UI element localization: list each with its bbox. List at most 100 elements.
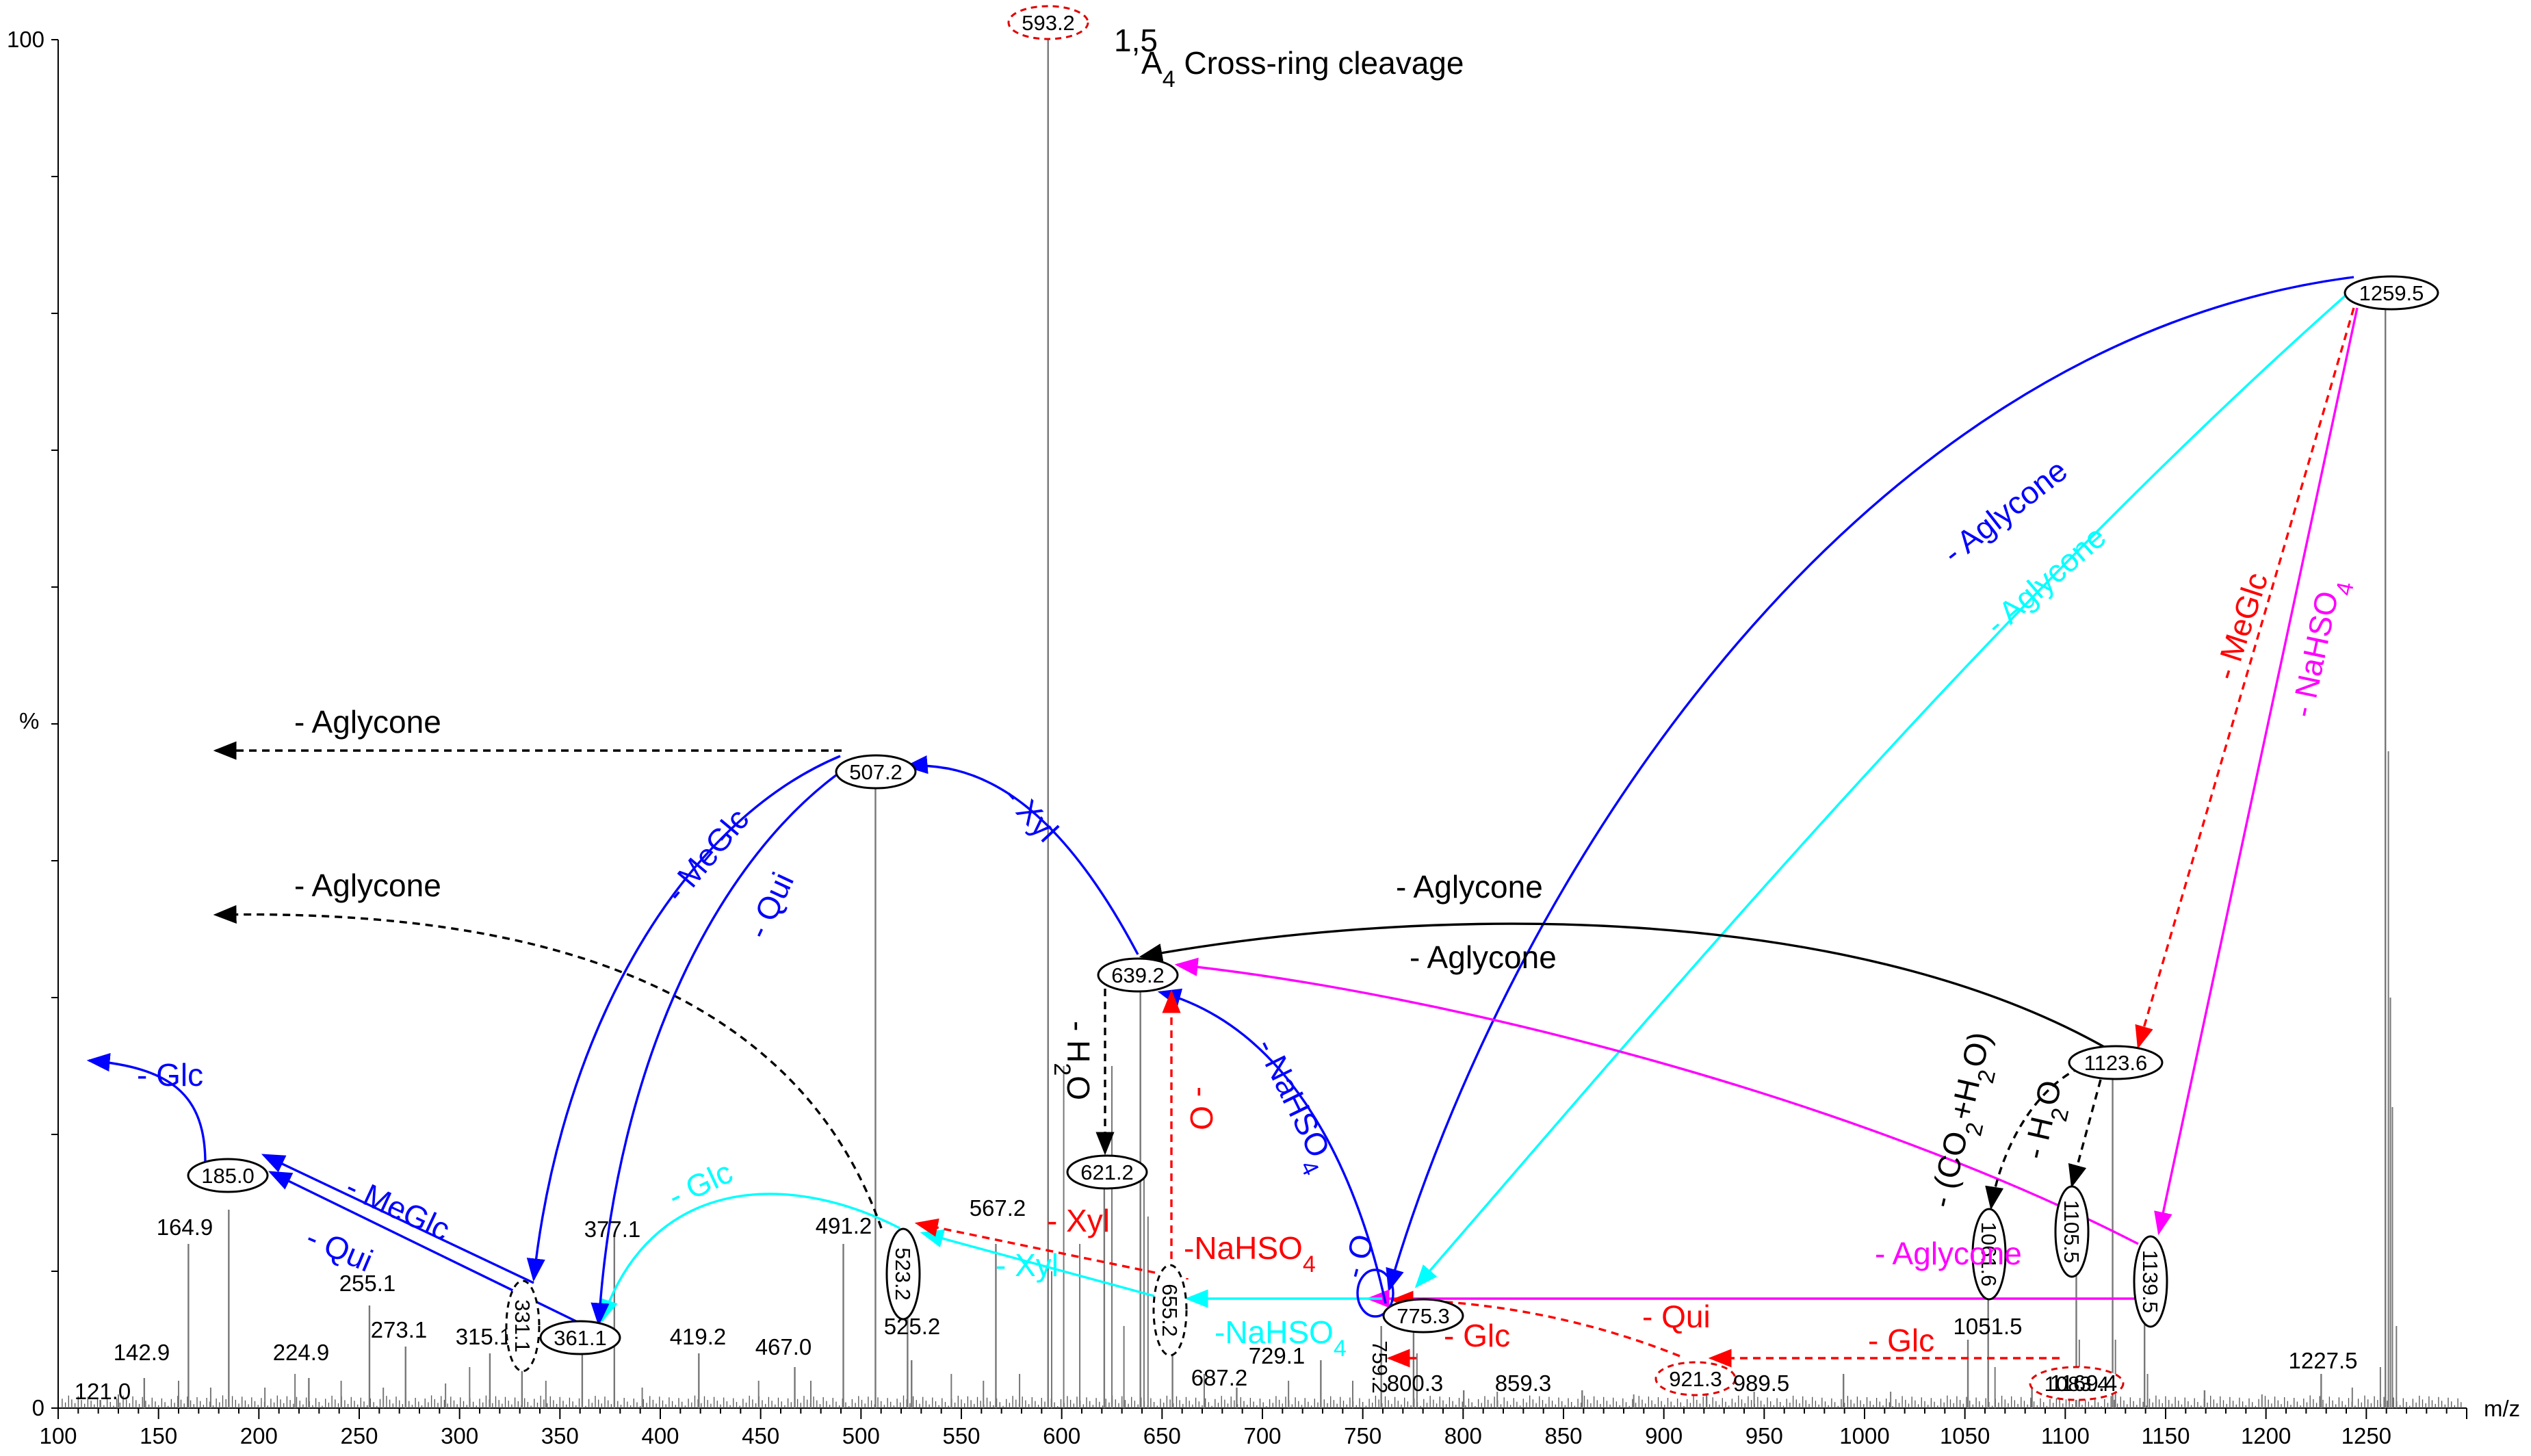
x-tick-label: 350 [541, 1423, 579, 1448]
label-part: - MeGlc [2207, 568, 2274, 684]
arrow-xyl-655-523-cyan [920, 1229, 1157, 1298]
ion-label: 1061.6 [1977, 1222, 2001, 1287]
loss-label-xyl-655-523-cyan: - Xyl [996, 1247, 1059, 1283]
label-part: 4 [1303, 1251, 1316, 1277]
arrow-aglycone-523-left [213, 905, 883, 1229]
label-part: - O [1335, 1230, 1381, 1282]
peak-label-800.3: 800.3 [1387, 1370, 1444, 1396]
ion-ellipse [885, 1227, 921, 1321]
ion-node-759.2: 759.2 [1368, 1340, 1392, 1394]
loss-label-nahso4-775-639: - NaHSO4 [1239, 1032, 1343, 1180]
loss-label-qui-361-185: - Qui [301, 1219, 378, 1279]
y-tick-label: 0 [32, 1395, 44, 1420]
loss-label-meglc-1259-1123: - MeGlc [2207, 568, 2274, 684]
ion-label: 1259.5 [2359, 281, 2424, 305]
label-part: - Aglycone [294, 868, 441, 903]
arrow-xyl-639-507 [904, 755, 1139, 955]
ion-ellipse [1007, 5, 1089, 40]
label-part: O) [1955, 1028, 1997, 1070]
ion-ellipse [2068, 1045, 2164, 1080]
x-tick-label: 1250 [2341, 1423, 2391, 1448]
ion-ellipse [1654, 1361, 1737, 1396]
x-tick-label: 700 [1243, 1423, 1281, 1448]
label-part: - Glc [1444, 1318, 1510, 1353]
arrow-meglc-1259-1123 [2135, 307, 2355, 1050]
label-part: - Xyl [996, 779, 1065, 849]
arrow-o-loop [1356, 1269, 1394, 1318]
arrow-xyl-655-523-red [914, 1218, 1156, 1274]
loss-label-glc-759-775: - Glc [1444, 1318, 1510, 1353]
ion-label: 331.1 [510, 1299, 534, 1353]
ion-ellipse [835, 754, 917, 790]
loss-label-glc-185-left: - Glc [137, 1057, 203, 1093]
ion-label: 1083.4 [2045, 1372, 2110, 1396]
arrow-qui-507-361 [590, 765, 849, 1327]
ion-node-1105.5: 1105.5 [2054, 1185, 2090, 1278]
x-tick-label: 500 [842, 1423, 880, 1448]
label-part: - Aglycone [294, 704, 441, 740]
peak-label-1051.5: 1051.5 [1954, 1314, 2023, 1339]
label-part: O [1061, 1076, 1096, 1100]
arrow-h2o-1123-1105 [2068, 1079, 2102, 1188]
ion-label: 1139.5 [2138, 1250, 2162, 1314]
y-axis-label: % [19, 708, 39, 733]
ion-node-655.2: 655.2 [1152, 1264, 1188, 1357]
ion-node-921.3: 921.3 [1654, 1361, 1737, 1396]
arrow-aglycone-1123-639-black [1139, 922, 2105, 1048]
loss-label-xyl-655-523-red: - Xyl [1047, 1203, 1110, 1238]
x-tick-label: 750 [1344, 1423, 1381, 1448]
ion-node-621.2: 621.2 [1066, 1154, 1148, 1190]
loss-label-qui-921-759: - Qui [1642, 1299, 1711, 1334]
ion-label: 921.3 [1669, 1367, 1722, 1391]
spectrum-peaks [62, 40, 2462, 1408]
peak-label-419.2: 419.2 [670, 1324, 727, 1349]
ion-ellipse [187, 1158, 269, 1193]
label-part: - Aglycone [1396, 869, 1543, 905]
label-part: - Aglycone [1410, 939, 1557, 975]
ion-label: 759.2 [1368, 1340, 1392, 1394]
cross-ring-superscript: 1,5 [1114, 23, 1158, 58]
loss-label-o-775-759: - O [1335, 1230, 1381, 1282]
arrow-aglycone-1259-775-blue [1386, 276, 2354, 1292]
peak-label-1227.5: 1227.5 [2289, 1348, 2358, 1373]
ion-ellipse [1097, 957, 1179, 993]
ion-label: 507.2 [849, 760, 903, 784]
ion-ellipse [2344, 275, 2439, 311]
loss-label-aglycone-523-left: - Aglycone [294, 868, 441, 903]
arrow-glc-185-left [86, 1052, 207, 1164]
peak-label-491.2: 491.2 [816, 1213, 872, 1238]
ion-ellipse [505, 1279, 541, 1373]
peak-label-142.9: 142.9 [114, 1340, 170, 1365]
peak-label-315.1: 315.1 [456, 1324, 512, 1349]
ion-node-185.0: 185.0 [187, 1158, 269, 1193]
x-tick-label: 150 [140, 1423, 177, 1448]
ion-label: 1123.6 [2084, 1051, 2148, 1075]
ion-label: 185.0 [201, 1164, 255, 1188]
label-part: -NaHSO [1184, 1230, 1303, 1266]
ion-ellipse [1066, 1154, 1148, 1190]
loss-label-xyl-639-507: - Xyl [996, 779, 1065, 849]
peak-label-224.9: 224.9 [273, 1340, 330, 1365]
label-part: - (CO [1923, 1128, 1975, 1210]
label-part: - MeGlc [658, 801, 755, 909]
ion-ellipse [1382, 1298, 1464, 1334]
x-tick-label: 250 [340, 1423, 378, 1448]
label-part: - Aglycone [1875, 1236, 2022, 1271]
ion-node-593.2: 593.2 [1007, 5, 1089, 40]
loss-label-aglycone-1139-775-magenta: - Aglycone [1875, 1236, 2022, 1271]
label-part: - O [1184, 1087, 1219, 1130]
x-tick-label: 850 [1544, 1423, 1582, 1448]
x-tick-label: 1050 [1940, 1423, 1990, 1448]
x-tick-label: 400 [641, 1423, 679, 1448]
label-part: O [2028, 1077, 2068, 1109]
label-part: - Glc [137, 1057, 203, 1093]
x-tick-label: 1100 [2041, 1423, 2090, 1448]
arrow-nahso4-775-639 [1157, 988, 1387, 1304]
label-part: - Glc [1868, 1323, 1934, 1358]
ion-label: 655.2 [1158, 1284, 1182, 1337]
ion-label: 621.2 [1080, 1160, 1134, 1184]
chart-axes: 100 150 200 250 300 350 400 450 500 550 600 650 700 7… [7, 27, 2520, 1448]
ion-label: 593.2 [1022, 11, 1075, 35]
peak-label-989.5: 989.5 [1733, 1370, 1790, 1396]
